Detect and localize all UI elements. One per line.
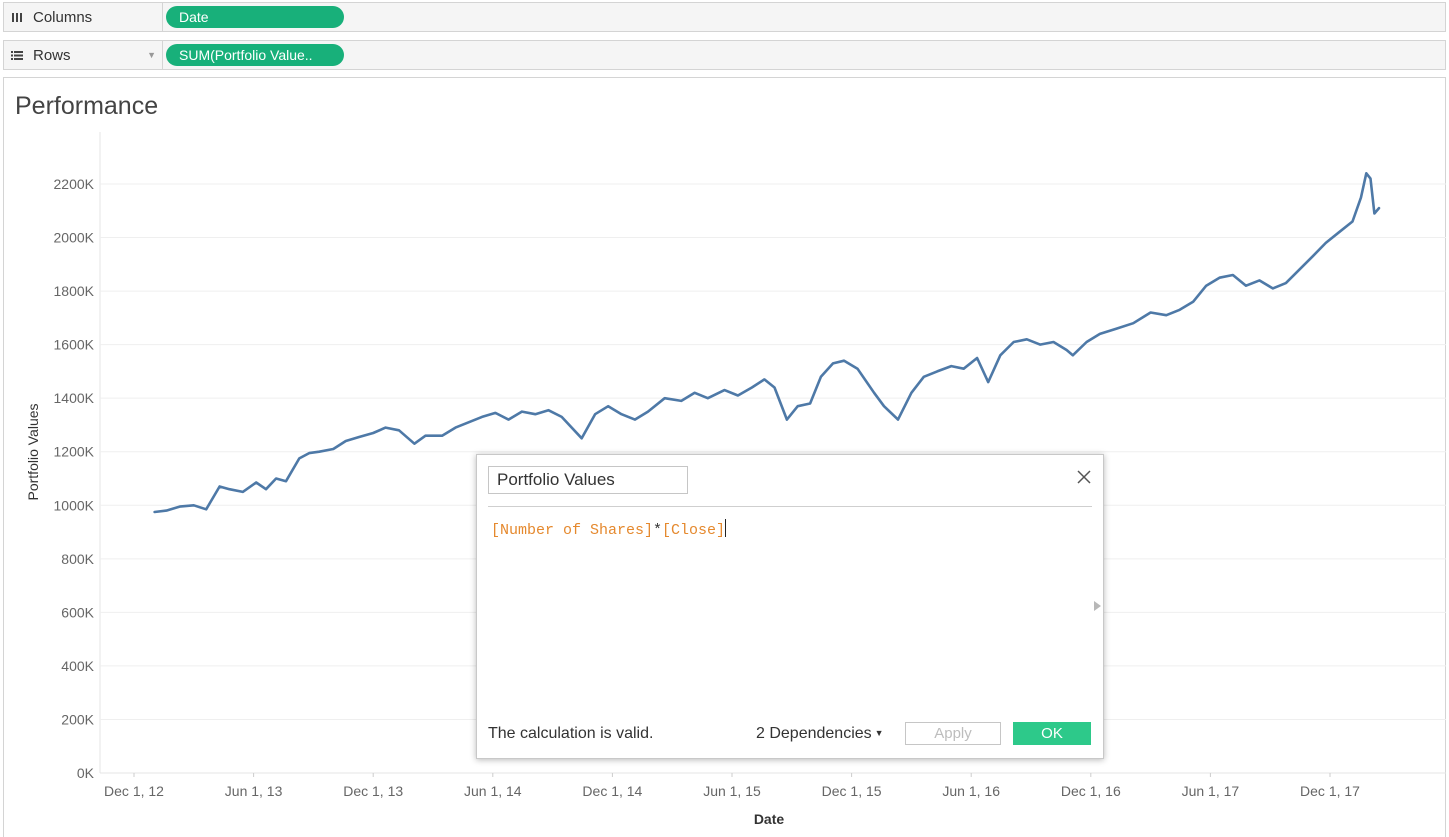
y-tick-label: 1600K bbox=[54, 337, 95, 353]
y-axis-title: Portfolio Values bbox=[25, 403, 41, 500]
x-tick-label: Dec 1, 16 bbox=[1061, 783, 1121, 799]
date-pill[interactable]: Date bbox=[166, 6, 344, 28]
portfolio-value-pill[interactable]: SUM(Portfolio Value.. bbox=[166, 44, 344, 66]
y-tick-label: 2200K bbox=[54, 176, 95, 192]
formula-editor[interactable]: [Number of Shares]*[Close] bbox=[491, 519, 727, 539]
y-tick-label: 600K bbox=[61, 604, 94, 620]
y-tick-label: 1800K bbox=[54, 283, 95, 299]
rows-icon bbox=[11, 49, 33, 61]
dependencies-dropdown[interactable]: 2 Dependencies ▼ bbox=[756, 725, 884, 743]
y-tick-label: 400K bbox=[61, 658, 94, 674]
y-tick-label: 1200K bbox=[54, 444, 95, 460]
columns-label: Columns bbox=[33, 8, 93, 26]
view-pane bbox=[3, 77, 1446, 837]
apply-button[interactable]: Apply bbox=[905, 722, 1001, 745]
y-tick-label: 200K bbox=[61, 711, 94, 727]
formula-operator: * bbox=[653, 522, 663, 539]
x-tick-label: Jun 1, 16 bbox=[942, 783, 1000, 799]
calc-status: The calculation is valid. bbox=[488, 725, 654, 742]
close-icon[interactable] bbox=[1075, 468, 1093, 486]
x-tick-label: Jun 1, 15 bbox=[703, 783, 761, 799]
view-title: Performance bbox=[15, 92, 159, 120]
rows-shelf-label: Rows ▼ bbox=[4, 41, 163, 69]
y-tick-label: 0K bbox=[77, 765, 95, 781]
x-tick-label: Dec 1, 15 bbox=[822, 783, 882, 799]
y-tick-label: 1400K bbox=[54, 390, 95, 406]
formula-field-close: [Close] bbox=[662, 522, 726, 539]
columns-shelf-label: Columns bbox=[4, 3, 163, 31]
dialog-divider bbox=[488, 506, 1092, 507]
x-tick-label: Jun 1, 14 bbox=[464, 783, 522, 799]
chevron-down-icon: ▼ bbox=[874, 728, 884, 738]
rows-dropdown-icon[interactable]: ▼ bbox=[147, 50, 156, 60]
x-tick-label: Dec 1, 13 bbox=[343, 783, 403, 799]
x-tick-label: Dec 1, 17 bbox=[1300, 783, 1360, 799]
dependencies-label: 2 Dependencies bbox=[756, 725, 872, 742]
columns-icon bbox=[11, 11, 33, 23]
x-tick-label: Dec 1, 14 bbox=[582, 783, 642, 799]
rows-label: Rows bbox=[33, 46, 71, 64]
formula-field-shares: [Number of Shares] bbox=[491, 522, 654, 539]
text-cursor bbox=[725, 519, 727, 537]
calc-name-input[interactable]: Portfolio Values bbox=[488, 466, 688, 494]
columns-shelf: Columns Date bbox=[3, 2, 1446, 32]
calculation-dialog: Portfolio Values [Number of Shares]*[Clo… bbox=[476, 454, 1104, 759]
y-tick-label: 1000K bbox=[54, 497, 95, 513]
x-tick-label: Jun 1, 13 bbox=[225, 783, 283, 799]
y-tick-label: 2000K bbox=[54, 230, 95, 246]
series-line bbox=[153, 172, 1381, 514]
expand-panel-icon[interactable] bbox=[1094, 601, 1101, 611]
x-axis-title: Date bbox=[754, 811, 785, 827]
ok-button[interactable]: OK bbox=[1013, 722, 1091, 745]
x-tick-label: Jun 1, 17 bbox=[1182, 783, 1240, 799]
rows-shelf: Rows ▼ SUM(Portfolio Value.. bbox=[3, 40, 1446, 70]
x-tick-label: Dec 1, 12 bbox=[104, 783, 164, 799]
y-tick-label: 800K bbox=[61, 551, 94, 567]
